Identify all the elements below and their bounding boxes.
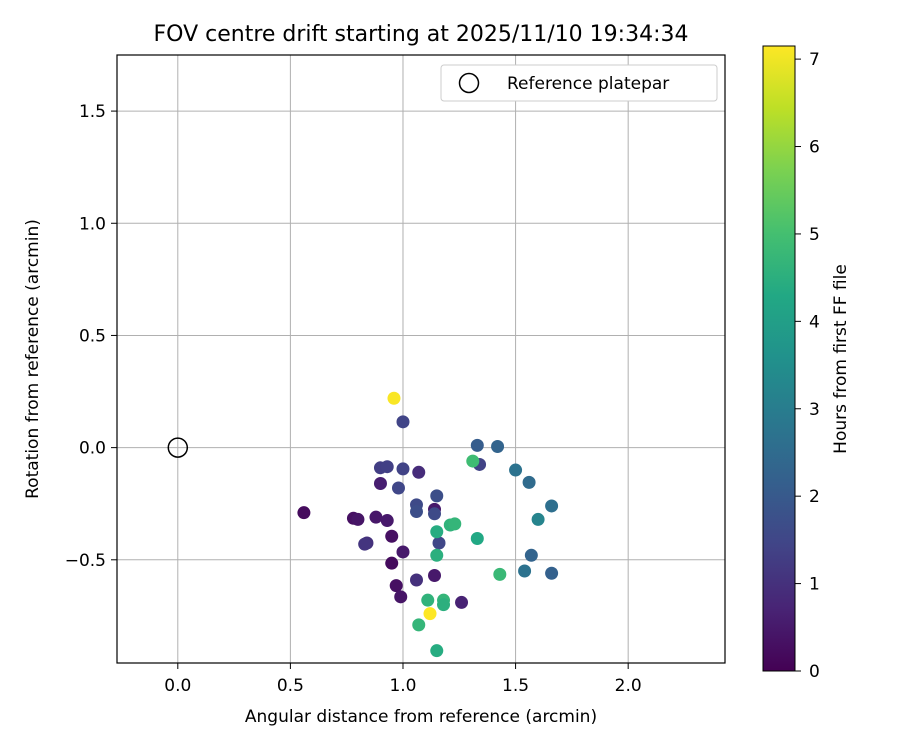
data-point: [380, 514, 394, 528]
data-point: [448, 517, 462, 531]
data-point: [396, 415, 410, 429]
colorbar-tick-label: 0: [809, 662, 820, 682]
data-point: [358, 537, 372, 551]
data-points: [297, 391, 559, 658]
grid-lines: [117, 55, 725, 663]
x-tick-label: 1.5: [502, 676, 529, 696]
data-point: [430, 525, 444, 539]
legend: Reference platepar: [440, 64, 718, 102]
data-point: [518, 564, 532, 578]
data-point: [545, 499, 559, 513]
reference-marker: [167, 437, 189, 458]
colorbar-tick-label: 3: [809, 400, 820, 420]
data-point: [412, 465, 426, 479]
data-point: [389, 579, 403, 593]
colorbar-tick-label: 4: [809, 312, 820, 332]
x-tick-label: 0.0: [164, 676, 191, 696]
colorbar-ticks: 0 1 2 3 4 5 6 7: [795, 50, 820, 682]
data-point: [369, 510, 383, 524]
data-point: [351, 512, 365, 526]
data-point: [428, 507, 442, 521]
data-point: [524, 548, 538, 562]
data-point: [409, 573, 423, 587]
data-point: [421, 593, 435, 607]
data-point: [437, 598, 451, 612]
x-tick-label: 1.0: [389, 676, 416, 696]
data-point: [387, 391, 401, 405]
y-tick-label: 1.0: [79, 214, 106, 234]
y-tick-label: 0.5: [79, 326, 106, 346]
data-point: [391, 481, 405, 495]
y-tick-label: 1.5: [79, 102, 106, 122]
colorbar-tick-label: 6: [809, 138, 820, 158]
data-point: [409, 505, 423, 519]
y-axis-label: Rotation from reference (arcmin): [23, 219, 43, 499]
data-point: [470, 531, 484, 545]
data-point: [297, 506, 311, 520]
data-point: [385, 529, 399, 543]
y-tick-label: 0.0: [79, 439, 106, 459]
x-axis-label: Angular distance from reference (arcmin): [245, 707, 597, 727]
colorbar-gradient: [762, 45, 796, 672]
colorbar-tick-label: 7: [809, 50, 820, 70]
colorbar: 0 1 2 3 4 5 6 7 Hours from first FF file: [762, 45, 851, 682]
data-point: [396, 545, 410, 559]
data-point: [545, 566, 559, 580]
data-point: [470, 438, 484, 452]
data-point: [430, 644, 444, 658]
colorbar-tick-label: 2: [809, 487, 820, 507]
data-point: [380, 460, 394, 474]
colorbar-label: Hours from first FF file: [831, 264, 851, 454]
data-point: [394, 590, 408, 604]
data-point: [373, 477, 387, 491]
data-point: [430, 489, 444, 503]
data-point: [493, 567, 507, 581]
legend-box: [440, 64, 718, 102]
legend-marker-icon: [458, 72, 480, 94]
data-point: [455, 595, 469, 609]
data-point: [466, 454, 480, 468]
colorbar-tick-label: 1: [809, 575, 820, 595]
legend-label: Reference platepar: [507, 74, 669, 94]
colorbar-tick-label: 5: [809, 225, 820, 245]
data-point: [385, 556, 399, 570]
x-tick-label: 2.0: [615, 676, 642, 696]
chart-title: FOV centre drift starting at 2025/11/10 …: [154, 22, 689, 47]
data-point: [412, 618, 426, 632]
data-point: [509, 463, 523, 477]
plot-frame: [116, 54, 726, 664]
data-point: [432, 536, 446, 550]
data-point: [522, 475, 536, 489]
x-axis: 0.0 0.5 1.0 1.5 2.0: [164, 663, 642, 696]
data-point: [428, 569, 442, 583]
data-point: [396, 462, 410, 476]
y-axis: −0.5 0.0 0.5 1.0 1.5: [65, 102, 117, 571]
data-point: [531, 512, 545, 526]
data-point: [423, 607, 437, 621]
data-point: [491, 439, 505, 453]
x-tick-label: 0.5: [277, 676, 304, 696]
data-point: [430, 548, 444, 562]
y-tick-label: −0.5: [65, 551, 106, 571]
